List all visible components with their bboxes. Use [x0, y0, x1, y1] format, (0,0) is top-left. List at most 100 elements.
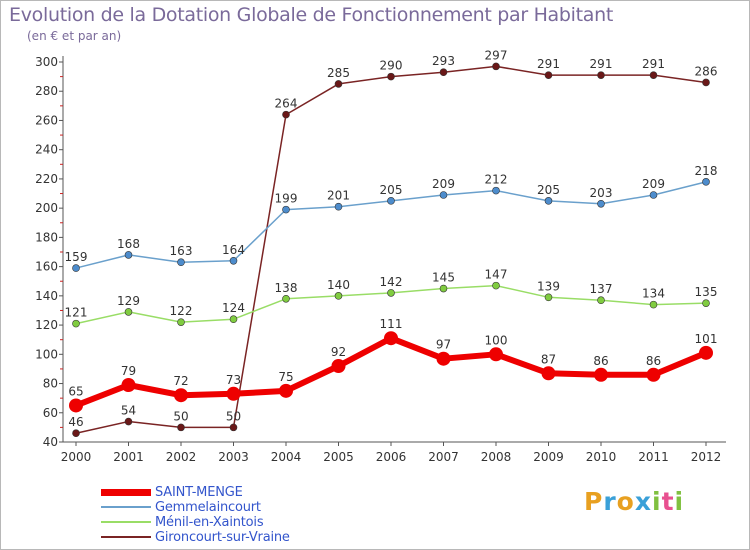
data-label-saint-menge: 75	[278, 370, 293, 384]
data-label-menil-en-xaintois: 140	[327, 278, 350, 292]
point-menil-en-xaintois	[492, 281, 500, 290]
x-tick-label: 2010	[586, 450, 617, 464]
data-label-gemmelaincourt: 168	[117, 237, 140, 251]
data-label-gironcourt-sur-vraine: 50	[226, 409, 241, 423]
point-gemmelaincourt	[72, 264, 80, 272]
point-saint-menge	[699, 345, 713, 360]
point-gironcourt-sur-vraine	[702, 78, 710, 87]
point-saint-menge	[121, 378, 136, 392]
point-gemmelaincourt	[124, 251, 133, 259]
data-label-gironcourt-sur-vraine: 291	[642, 57, 665, 71]
point-gironcourt-sur-vraine	[229, 423, 238, 432]
legend-swatch-gemmelaincourt	[101, 506, 151, 508]
x-tick-label: 2008	[481, 450, 512, 464]
data-label-saint-menge: 101	[695, 332, 718, 346]
legend-label: Gemmelaincourt	[155, 500, 261, 515]
y-tick-label: 260	[35, 113, 58, 127]
legend-label: Ménil-en-Xaintois	[155, 515, 264, 530]
point-menil-en-xaintois	[439, 284, 448, 293]
point-gironcourt-sur-vraine	[492, 62, 500, 71]
logo-letter: r	[603, 487, 617, 516]
data-label-menil-en-xaintois: 135	[695, 285, 718, 299]
data-label-gironcourt-sur-vraine: 286	[695, 64, 718, 78]
point-menil-en-xaintois	[544, 293, 553, 302]
point-gemmelaincourt	[387, 197, 395, 205]
data-label-saint-menge: 73	[226, 373, 241, 387]
point-saint-menge	[331, 359, 346, 373]
data-label-menil-en-xaintois: 138	[275, 281, 298, 295]
point-gironcourt-sur-vraine	[649, 71, 658, 79]
point-saint-menge	[279, 383, 293, 398]
point-menil-en-xaintois	[702, 299, 710, 307]
data-label-saint-menge: 111	[380, 317, 403, 331]
logo-letter: x	[634, 487, 652, 516]
chart-title: Evolution de la Dotation Globale de Fonc…	[9, 4, 614, 26]
data-label-gironcourt-sur-vraine: 291	[537, 57, 560, 71]
point-gemmelaincourt	[229, 256, 238, 265]
point-gemmelaincourt	[282, 205, 290, 214]
x-tick-label: 2003	[218, 450, 249, 464]
x-tick-label: 2001	[113, 450, 144, 464]
data-label-saint-menge: 100	[485, 333, 508, 347]
x-tick-label: 2009	[533, 450, 564, 464]
y-tick-label: 80	[43, 377, 58, 391]
x-tick-label: 2004	[271, 450, 302, 464]
data-label-saint-menge: 86	[593, 354, 608, 368]
y-tick-label: 60	[43, 406, 58, 420]
point-gemmelaincourt	[177, 258, 185, 267]
data-label-menil-en-xaintois: 121	[65, 306, 88, 320]
point-menil-en-xaintois	[72, 319, 80, 328]
y-tick-label: 40	[43, 435, 58, 449]
point-saint-menge	[594, 367, 608, 382]
x-tick-label: 2005	[323, 450, 354, 464]
data-label-gemmelaincourt: 209	[642, 177, 665, 191]
logo-letter: P	[584, 487, 604, 516]
logo-letter: i	[674, 487, 685, 516]
x-tick-label: 2007	[428, 450, 459, 464]
point-gemmelaincourt	[492, 186, 500, 195]
data-label-gemmelaincourt: 164	[222, 243, 245, 257]
point-gironcourt-sur-vraine	[72, 429, 80, 438]
point-saint-menge	[541, 366, 556, 381]
y-tick-label: 220	[35, 172, 58, 186]
point-saint-menge	[384, 331, 398, 346]
point-saint-menge	[226, 386, 241, 401]
legend-label: SAINT-MENGE	[155, 485, 243, 500]
point-gironcourt-sur-vraine	[544, 71, 553, 79]
series-line-saint-menge	[74, 335, 708, 409]
data-label-gemmelaincourt: 205	[380, 183, 403, 197]
point-gironcourt-sur-vraine	[597, 71, 605, 79]
point-gemmelaincourt	[439, 191, 448, 199]
point-saint-menge	[436, 351, 451, 366]
data-label-gironcourt-sur-vraine: 291	[590, 57, 613, 71]
x-tick-label: 2012	[691, 450, 722, 464]
x-tick-label: 2006	[376, 450, 407, 464]
point-gironcourt-sur-vraine	[177, 423, 185, 432]
data-label-gironcourt-sur-vraine: 293	[432, 54, 455, 68]
data-label-gemmelaincourt: 201	[327, 189, 350, 203]
axes: 40 60 80 100 120 140 160 180 200 220 240 260 280 300 2…	[35, 55, 726, 464]
point-saint-menge	[489, 347, 503, 362]
data-label-menil-en-xaintois: 145	[432, 271, 455, 285]
data-label-gironcourt-sur-vraine: 50	[173, 409, 188, 423]
data-label-menil-en-xaintois: 129	[117, 294, 140, 308]
point-gemmelaincourt	[597, 199, 605, 208]
point-menil-en-xaintois	[282, 294, 290, 303]
x-tick-label: 2000	[61, 450, 92, 464]
point-gironcourt-sur-vraine	[387, 72, 395, 81]
point-gemmelaincourt	[702, 178, 710, 186]
data-label-gironcourt-sur-vraine: 290	[380, 59, 403, 73]
point-saint-menge	[174, 388, 188, 403]
data-label-gemmelaincourt: 209	[432, 177, 455, 191]
data-label-saint-menge: 97	[436, 338, 451, 352]
legend-label: Gironcourt-sur-Vraine	[155, 530, 290, 545]
data-label-gemmelaincourt: 218	[695, 164, 718, 178]
data-label-menil-en-xaintois: 147	[485, 268, 508, 282]
chart-subtitle: (en € et par an)	[27, 29, 122, 43]
logo-letter: t	[661, 487, 675, 516]
data-label-saint-menge: 79	[121, 364, 136, 378]
y-tick-label: 280	[35, 84, 58, 98]
data-label-menil-en-xaintois: 137	[590, 282, 613, 296]
